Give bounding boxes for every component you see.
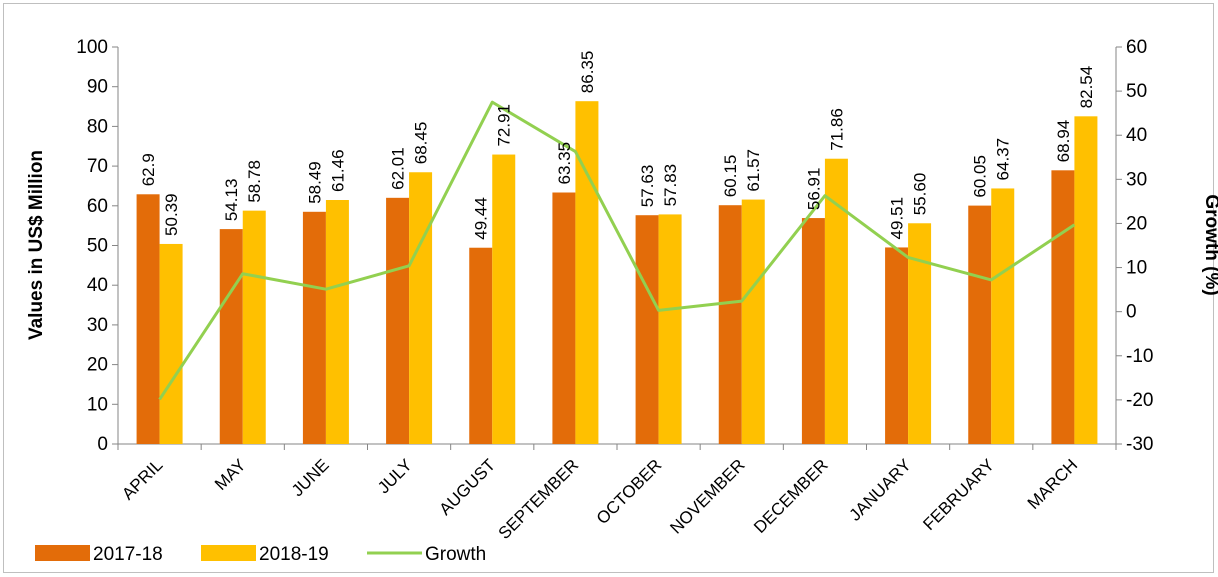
y-tick-label: 90 [87, 77, 108, 98]
bar-2018-19 [325, 200, 349, 444]
x-tick-label: NOVEMBER [666, 455, 748, 537]
bar-2017-18 [552, 192, 576, 444]
y2-tick-label: -10 [1126, 346, 1153, 367]
bar-2017-18 [469, 247, 493, 444]
y-tick-label: 40 [87, 275, 108, 296]
x-tick-label: AUGUST [436, 455, 500, 519]
y-axis-title: Values in US$ Million [26, 150, 47, 340]
bar-2018-19 [908, 223, 932, 444]
bar-2017-18 [219, 229, 243, 444]
growth-line [158, 100, 1076, 401]
legend-label: 2017-18 [93, 544, 163, 565]
x-tick-label: MARCH [1024, 455, 1082, 513]
y-tick-label: 20 [87, 355, 108, 376]
y2-tick-label: 40 [1126, 125, 1147, 146]
y2-tick-label: 60 [1126, 37, 1147, 58]
x-tick-label: OCTOBER [593, 455, 666, 528]
y-tick-label: 50 [87, 236, 108, 257]
y2-tick-label: 20 [1126, 213, 1147, 234]
y2-tick-label: 50 [1126, 81, 1147, 102]
bar-2017-18 [885, 247, 909, 444]
y-tick-label: 80 [87, 116, 108, 137]
bar-2018-19 [575, 101, 599, 445]
data-label: 55.60 [911, 173, 930, 216]
x-tick-label: JULY [374, 455, 416, 497]
y-tick-label: 100 [76, 37, 108, 58]
data-label: 54.13 [222, 179, 241, 222]
growth-polyline [158, 100, 1076, 401]
data-label: 72.91 [495, 104, 514, 147]
y2-tick-label: 30 [1126, 169, 1147, 190]
data-label: 64.37 [994, 138, 1013, 181]
data-label: 60.15 [721, 155, 740, 198]
legend-label: 2018-19 [259, 544, 329, 565]
data-label: 49.44 [472, 197, 491, 240]
data-label: 62.9 [139, 153, 158, 186]
bar-2017-18 [1051, 170, 1075, 444]
legend-label: Growth [425, 544, 486, 565]
data-labels: 62.9 54.13 58.49 62.01 49.44 63.35 57.63 60.15 5… [139, 51, 1096, 240]
bar-2017-18 [718, 205, 742, 444]
y2-axis-title: Growth (%) [1201, 194, 1218, 295]
chart-frame [3, 3, 1214, 573]
y-tick-label: 10 [87, 394, 108, 415]
legend-swatch-2018-19 [201, 545, 256, 561]
y2-tick-label: -30 [1126, 434, 1153, 455]
bar-2017-18 [136, 194, 160, 444]
data-label: 58.49 [305, 161, 324, 204]
bar-2018-19 [242, 210, 266, 444]
data-label: 56.91 [804, 168, 823, 211]
y2-tick-label: 10 [1126, 258, 1147, 279]
bar-2018-19 [741, 199, 765, 444]
x-tick-label: MAY [211, 455, 250, 494]
bar-2018-19 [1074, 116, 1098, 445]
bar-2018-19 [409, 172, 433, 445]
x-tick-label: DECEMBER [750, 455, 832, 537]
x-tick-label: SEPTEMBER [495, 455, 583, 543]
y-tick-label: 0 [97, 434, 108, 455]
bar-2018-19 [824, 158, 848, 444]
bar-2018-19 [991, 188, 1015, 444]
y-tick-label: 70 [87, 156, 108, 177]
bar-2018-19 [159, 243, 183, 444]
data-label: 86.35 [578, 51, 597, 94]
y-tick-label: 30 [87, 315, 108, 336]
bar-2017-18 [968, 205, 992, 444]
x-tick-label: FEBRUARY [919, 455, 998, 534]
data-label: 68.94 [1054, 120, 1073, 163]
y2-tick-label: -20 [1126, 390, 1153, 411]
data-label: 71.86 [827, 108, 846, 151]
data-label: 49.51 [888, 197, 907, 240]
data-label: 68.45 [412, 122, 431, 165]
data-label: 60.05 [971, 155, 990, 198]
data-label: 61.46 [328, 149, 347, 192]
bar-2017-18 [386, 197, 410, 444]
bar-2018-19 [492, 154, 516, 444]
bar-2018-19 [658, 214, 682, 444]
bar-2017-18 [801, 218, 825, 444]
x-tick-label: JANUARY [846, 455, 915, 524]
x-tick-label: APRIL [118, 455, 166, 503]
y-tick-label: 60 [87, 196, 108, 217]
data-label: 57.83 [661, 164, 680, 207]
legend-swatch-2017-18 [35, 545, 90, 561]
data-label: 50.39 [162, 193, 181, 236]
data-label: 61.57 [744, 149, 763, 192]
x-tick-label: JUNE [288, 455, 333, 500]
data-label: 63.35 [555, 142, 574, 185]
data-label: 62.01 [389, 147, 408, 190]
bar-2017-18 [635, 215, 659, 444]
bars [136, 101, 1098, 445]
data-label: 82.54 [1077, 66, 1096, 109]
legend: 2017-18 2018-19 Growth [35, 544, 486, 565]
bar-2017-18 [302, 211, 326, 444]
data-label: 58.78 [245, 160, 264, 203]
data-label: 57.63 [638, 165, 657, 208]
y2-tick-label: 0 [1126, 302, 1137, 323]
